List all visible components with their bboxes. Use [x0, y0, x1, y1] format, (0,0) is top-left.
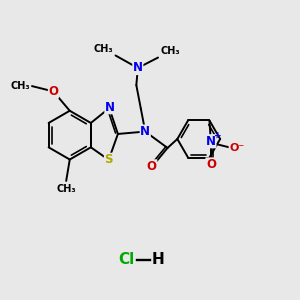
Text: +: + [214, 131, 221, 140]
Text: Cl: Cl [118, 253, 134, 268]
Text: N: N [105, 101, 115, 114]
Text: N: N [206, 135, 216, 148]
Text: N: N [133, 61, 143, 74]
Text: CH₃: CH₃ [11, 81, 31, 91]
Text: CH₃: CH₃ [160, 46, 180, 56]
Text: O⁻: O⁻ [229, 143, 244, 153]
Text: CH₃: CH₃ [94, 44, 113, 54]
Text: O: O [48, 85, 59, 98]
Text: H: H [152, 253, 165, 268]
Text: N: N [140, 125, 150, 138]
Text: CH₃: CH₃ [56, 184, 76, 194]
Text: S: S [104, 153, 113, 166]
Text: O: O [147, 160, 157, 173]
Text: O: O [206, 158, 216, 171]
